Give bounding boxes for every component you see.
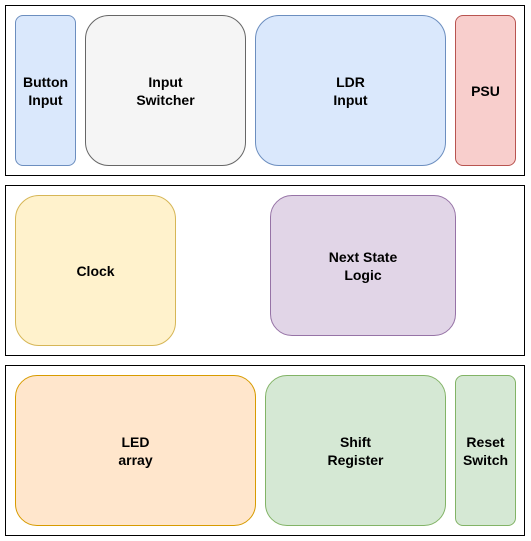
input-switcher-label: Input Switcher: [136, 73, 195, 108]
reset-switch-label: Reset Switch: [462, 433, 509, 468]
shift-register-label: Shift Register: [327, 433, 384, 468]
input-switcher-block[interactable]: Input Switcher: [85, 15, 246, 166]
button-input-block[interactable]: Button Input: [15, 15, 76, 166]
ldr-input-label: LDR Input: [333, 73, 368, 108]
ldr-input-block[interactable]: LDR Input: [255, 15, 446, 166]
button-input-label: Button Input: [22, 73, 69, 108]
psu-label: PSU: [471, 82, 500, 99]
next-state-logic-block[interactable]: Next State Logic: [270, 195, 456, 336]
clock-label: Clock: [76, 262, 115, 279]
clock-block[interactable]: Clock: [15, 195, 176, 346]
led-array-label: LED array: [118, 433, 153, 468]
shift-register-block[interactable]: Shift Register: [265, 375, 446, 526]
reset-switch-block[interactable]: Reset Switch: [455, 375, 516, 526]
psu-block[interactable]: PSU: [455, 15, 516, 166]
led-array-block[interactable]: LED array: [15, 375, 256, 526]
next-state-logic-label: Next State Logic: [328, 248, 398, 283]
